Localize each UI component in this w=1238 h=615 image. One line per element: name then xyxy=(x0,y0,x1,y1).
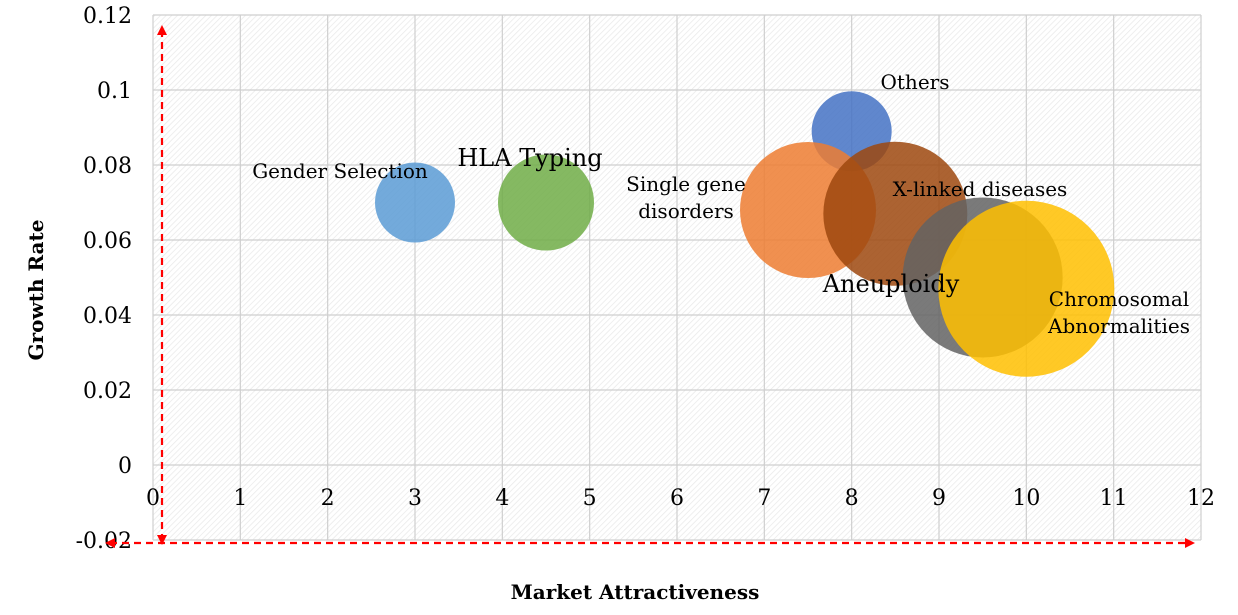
bubble-hla-typing xyxy=(498,154,594,251)
bubbles xyxy=(375,91,1115,377)
y-axis-title: Growth Rate xyxy=(24,220,48,361)
x-tick-label: 0 xyxy=(146,486,160,511)
label-hla-typing: HLA Typing xyxy=(457,144,602,172)
label-gender-selection: Gender Selection xyxy=(252,159,428,183)
y-tick-label: 0.1 xyxy=(97,79,132,104)
y-tick-label: 0.06 xyxy=(83,229,132,254)
y-tick-label: 0.12 xyxy=(83,4,132,29)
x-tick-label: 2 xyxy=(321,486,335,511)
x-tick-label: 10 xyxy=(1012,486,1040,511)
bubble-gender-selection xyxy=(375,162,455,243)
y-tick-label: 0.08 xyxy=(83,154,132,179)
x-tick-label: 9 xyxy=(932,486,946,511)
x-tick-label: 12 xyxy=(1187,486,1215,511)
label-aneuploidy: Aneuploidy xyxy=(822,270,960,298)
label-single-gene-disorders: Single gene disorders xyxy=(626,172,746,223)
x-tick-label: 3 xyxy=(408,486,422,511)
y-tick-label: 0.02 xyxy=(83,379,132,404)
label-chromosomal-abnormalities: Chromosomal Abnormalities xyxy=(1047,287,1190,338)
x-tick-label: 4 xyxy=(495,486,509,511)
x-axis-title: Market Attractiveness xyxy=(511,580,760,604)
bubble-chromosomal-abnormalities xyxy=(938,200,1115,377)
label-x-linked-diseases: X-linked diseases xyxy=(893,177,1068,201)
x-tick-label: 7 xyxy=(757,486,771,511)
x-tick-label: 5 xyxy=(583,486,597,511)
x-tick-label: 1 xyxy=(233,486,247,511)
x-tick-label: 6 xyxy=(670,486,684,511)
x-tick-label: 8 xyxy=(845,486,859,511)
y-axis-ticks: -0.02 0 0.02 0.04 0.06 0.08 0.1 0.12 xyxy=(76,4,132,554)
bubble-labels: Gender Selection HLA Typing Others Single g… xyxy=(252,70,1190,338)
y-tick-label: -0.02 xyxy=(76,529,132,554)
y-tick-label: 0.04 xyxy=(83,304,132,329)
label-others: Others xyxy=(881,70,950,94)
x-axis-ticks: 0 1 2 3 4 5 6 7 8 9 10 11 12 xyxy=(146,486,1215,511)
x-tick-label: 11 xyxy=(1100,486,1128,511)
y-tick-label: 0 xyxy=(118,454,132,479)
